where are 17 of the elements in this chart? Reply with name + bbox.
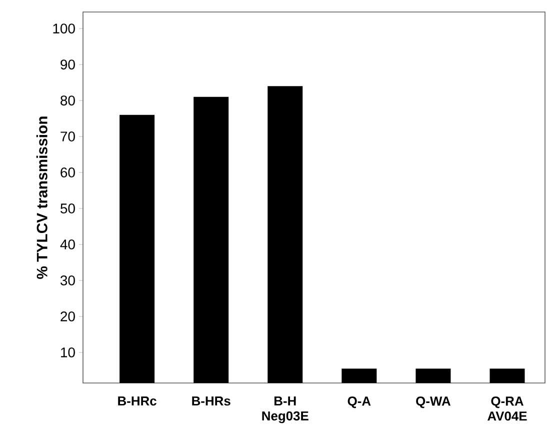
y-tick-label: 30	[60, 275, 75, 286]
y-tick-label: 40	[60, 240, 75, 250]
y-axis-title: % TYLCV transmission	[36, 116, 48, 279]
x-tick-label: B-HRs	[192, 396, 230, 406]
y-tick-label: 20	[60, 311, 75, 322]
x-tick-label: Q-WA	[416, 396, 450, 408]
y-tick-label: 80	[60, 96, 75, 106]
x-tick-label: Q-A	[348, 396, 371, 408]
y-tick-label: 10	[61, 347, 75, 358]
y-tick-label: 60	[60, 168, 75, 178]
x-tick-label: Q-RA AV04E	[488, 396, 527, 421]
y-tick-label: 50	[60, 204, 75, 214]
y-tick-label: 70	[60, 132, 75, 142]
x-tick-label: B-HRc	[118, 396, 156, 406]
x-tick-label: B-H Neg03E	[262, 396, 308, 424]
y-tick-label: 100	[53, 24, 75, 34]
y-tick-label: 90	[60, 60, 75, 70]
